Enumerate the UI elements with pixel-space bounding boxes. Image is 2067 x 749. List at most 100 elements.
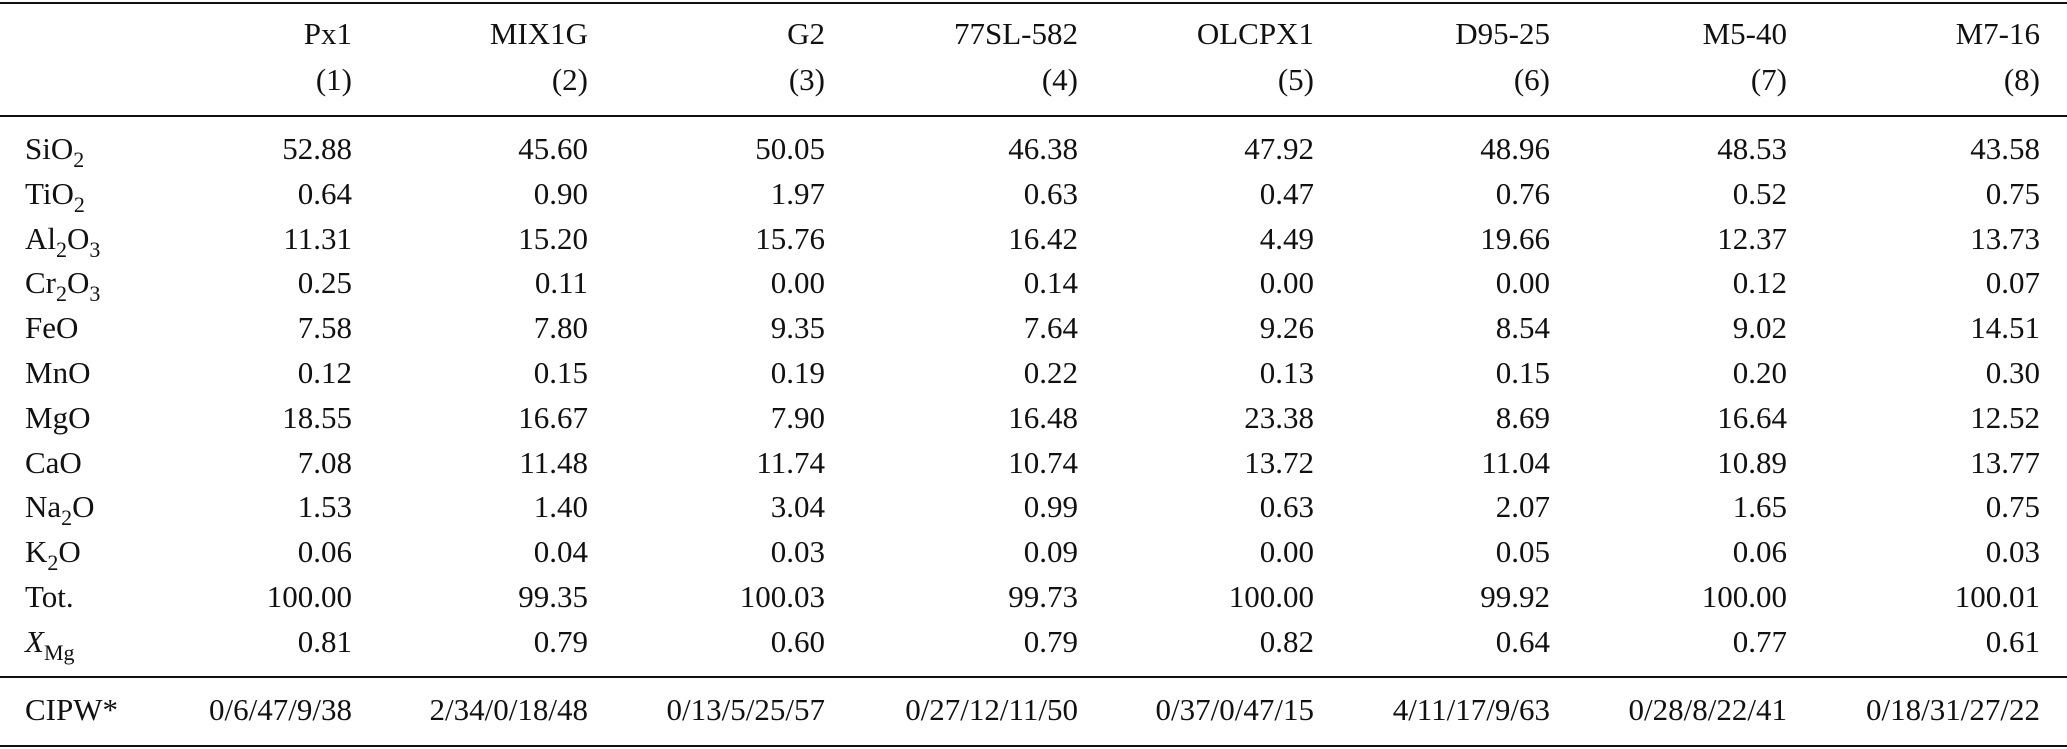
label-part: CaO [25, 444, 82, 480]
value: 0.79 [1023, 623, 1078, 659]
value: 0.90 [533, 175, 588, 211]
value: 0.03 [1985, 534, 2040, 570]
value: 46.38 [1008, 131, 1078, 166]
value: 0.64 [1495, 623, 1550, 659]
value: 0.12 [297, 355, 352, 390]
footer-rule [0, 676, 2067, 678]
value: 12.52 [1970, 399, 2040, 435]
label-part: O [67, 265, 90, 301]
value: 0.06 [297, 534, 352, 570]
value: 0.06 [1732, 534, 1787, 570]
column-number: (5) [1277, 62, 1314, 97]
row-label: TiO2 [25, 175, 85, 216]
value: 10.89 [1717, 444, 1787, 480]
top-rule [0, 2, 2067, 4]
label-part: TiO [25, 175, 74, 211]
value: 47.92 [1244, 131, 1314, 166]
subscript: 2 [73, 147, 85, 172]
value: 0.07 [1985, 265, 2040, 301]
value: 0.82 [1259, 623, 1314, 659]
value: 12.37 [1717, 220, 1787, 256]
value: 0.63 [1259, 489, 1314, 525]
value: 15.76 [755, 220, 825, 256]
column-name: M7-16 [1955, 16, 2040, 51]
column-number: (1) [315, 62, 352, 97]
value: 0.64 [297, 175, 352, 211]
value: 99.92 [1480, 579, 1550, 614]
value: 0.00 [1259, 265, 1314, 301]
value: 52.88 [282, 131, 352, 166]
value: 0.04 [533, 534, 588, 570]
footer-label: CIPW* [25, 692, 118, 727]
value: 99.35 [518, 579, 588, 614]
value: 15.20 [518, 220, 588, 256]
value: 0.75 [1985, 175, 2040, 211]
value: 8.54 [1495, 310, 1550, 346]
value: 1.97 [770, 175, 825, 211]
value: 7.90 [770, 399, 825, 435]
footer-value: 0/37/0/47/15 [1155, 692, 1314, 727]
value: 0.22 [1023, 355, 1078, 390]
column-number: (6) [1513, 62, 1550, 97]
column-name: OLCPX1 [1196, 16, 1314, 51]
row-label: K2O [25, 534, 81, 574]
row-label: MnO [25, 357, 90, 388]
label-part: Na [25, 489, 62, 525]
value: 9.02 [1732, 310, 1787, 346]
subscript: 2 [61, 505, 73, 531]
column-name: M5-40 [1702, 16, 1787, 51]
value: 0.15 [1495, 355, 1550, 390]
value: 7.64 [1023, 310, 1078, 346]
subscript: 2 [56, 236, 67, 262]
value: 0.15 [533, 355, 588, 390]
value: 0.13 [1259, 355, 1314, 390]
subscript: 3 [89, 281, 101, 307]
row-label: Na2O [25, 489, 95, 529]
value: 100.00 [1701, 579, 1787, 614]
label-part: SiO [25, 131, 74, 166]
value: 100.03 [739, 579, 825, 614]
value: 0.00 [1259, 534, 1314, 570]
value: 14.51 [1970, 310, 2040, 346]
label-part: K [25, 534, 48, 570]
label-part: X [25, 623, 44, 659]
footer-value: 0/13/5/25/57 [666, 692, 825, 727]
value: 2.07 [1495, 489, 1550, 525]
value: 0.77 [1732, 623, 1787, 659]
value: 13.72 [1244, 444, 1314, 480]
row-label: XMg [25, 623, 75, 664]
value: 0.12 [1732, 265, 1787, 301]
value: 0.75 [1985, 489, 2040, 525]
row-label: CaO [25, 447, 82, 478]
value: 100.00 [266, 579, 352, 614]
value: 0.99 [1023, 489, 1078, 525]
footer-value: 0/6/47/9/38 [209, 692, 352, 727]
row-label: FeO [25, 312, 78, 343]
value: 99.73 [1008, 579, 1078, 614]
value: 16.48 [1008, 399, 1078, 435]
value: 0.00 [770, 265, 825, 301]
value: 0.81 [297, 623, 352, 659]
value: 100.01 [1954, 579, 2040, 614]
value: 11.48 [519, 444, 588, 480]
value: 0.25 [297, 265, 352, 301]
value: 0.20 [1732, 355, 1787, 390]
value: 4.49 [1259, 220, 1314, 256]
label-part: MnO [25, 355, 91, 390]
value: 100.00 [1228, 579, 1314, 614]
value: 0.00 [1495, 265, 1550, 301]
column-number: (2) [551, 62, 588, 97]
value: 13.77 [1970, 444, 2040, 480]
value: 11.04 [1481, 444, 1550, 480]
label-part: FeO [25, 310, 79, 346]
value: 0.14 [1023, 265, 1078, 301]
footer-value: 0/27/12/11/50 [905, 692, 1078, 727]
value: 9.35 [770, 310, 825, 346]
value: 11.31 [283, 220, 352, 256]
subscript: 2 [56, 281, 67, 307]
column-name: G2 [787, 16, 825, 51]
label-part: Tot. [25, 579, 74, 614]
value: 0.61 [1985, 623, 2040, 659]
value: 45.60 [518, 131, 588, 166]
